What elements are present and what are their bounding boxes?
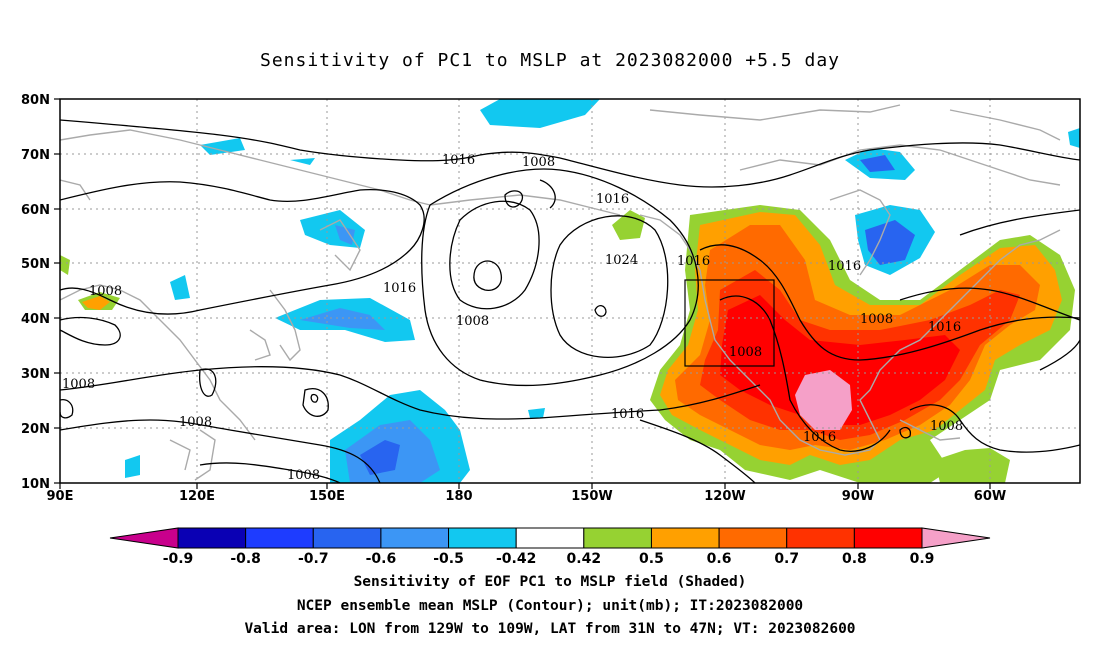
lat-label: 80N [21, 93, 50, 108]
contour-label: 1008 [287, 468, 320, 483]
lon-label: 90E [47, 489, 74, 504]
mslp-contours [60, 119, 1080, 483]
colorbar-box [448, 527, 517, 549]
contour-label: 1008 [522, 155, 555, 170]
lat-label: 60N [21, 203, 50, 218]
contour-label: 1008 [860, 312, 893, 327]
colorbar-label: -0.9 [163, 551, 194, 567]
tick-marks [54, 98, 991, 489]
colorbar-box [515, 527, 585, 549]
colorbar-box [853, 527, 923, 549]
colorbar-label: 0.42 [567, 551, 602, 567]
colorbar-box [718, 527, 788, 549]
lon-label: 150W [571, 489, 612, 504]
coastlines [60, 104, 1061, 481]
longitude-labels: 90E 120E 150E 180 150W 120W 90W 60W [47, 489, 1007, 504]
negative-small-2 [528, 408, 545, 418]
contour-label: 1008 [62, 377, 95, 392]
map-area [60, 99, 1080, 483]
colorbar-label: 0.8 [842, 551, 867, 567]
colorbar-box [583, 527, 652, 549]
contour-label: 1008 [930, 419, 963, 434]
colorbar-box [650, 527, 720, 549]
lat-label: 10N [21, 477, 50, 492]
contour-label: 1024 [605, 253, 638, 268]
colorbar-label: 0.9 [910, 551, 935, 567]
contour-label: 1016 [611, 407, 644, 422]
colorbar-boxes [177, 527, 923, 549]
latitude-labels: 80N 70N 60N 50N 40N 30N 20N 10N [21, 93, 50, 492]
colorbar-box [786, 527, 855, 549]
colorbar-left-arrow [109, 527, 179, 549]
map-frame [59, 98, 1081, 484]
negative-china [170, 275, 190, 300]
colorbar-label: -0.5 [433, 551, 464, 567]
contour-labels: 1016 1008 1016 1024 1016 1016 1008 1016 … [62, 153, 963, 483]
lat-label: 20N [21, 422, 50, 437]
colorbar-box [312, 527, 382, 549]
orange-patch-india [82, 296, 110, 310]
colorbar-label: 0.5 [639, 551, 664, 567]
sensitivity-shading [60, 99, 1080, 483]
colorbar-label: -0.8 [230, 551, 261, 567]
lon-label: 180 [445, 489, 472, 504]
contour-label: 1008 [89, 284, 122, 299]
colorbar-box [245, 527, 314, 549]
green-patch-carib [935, 448, 1010, 483]
contour-label: 1016 [803, 430, 836, 445]
negative-arctic-right [1068, 128, 1080, 148]
plot-title: Sensitivity of PC1 to MSLP at 2023082000… [259, 50, 840, 71]
negative-okhotsk-core [335, 225, 355, 245]
contour-label: 1008 [729, 345, 762, 360]
negative-japan-core [300, 308, 385, 330]
negative-siberia-2 [290, 158, 315, 165]
lat-label: 40N [21, 312, 50, 327]
lat-label: 70N [21, 148, 50, 163]
green-patch-west [60, 255, 70, 275]
colorbar-box [177, 527, 247, 549]
lat-label: 30N [21, 367, 50, 382]
negative-small-1 [125, 455, 140, 478]
contour-label: 1008 [179, 415, 212, 430]
colorbar: -0.9 -0.8 -0.7 -0.6 -0.5 -0.42 0.42 0.5 0.6 0.7 0.… [109, 527, 991, 567]
colorbar-labels: -0.9 -0.8 -0.7 -0.6 -0.5 -0.42 0.42 0.5 0.6 0.7 0.… [163, 551, 935, 567]
footer-line-2: NCEP ensemble mean MSLP (Contour); unit(… [296, 598, 804, 614]
colorbar-right-arrow [921, 527, 991, 549]
contour-label: 1016 [596, 192, 629, 207]
colorbar-box [380, 527, 450, 549]
contour-label: 1016 [442, 153, 475, 168]
negative-wpac-core2 [360, 440, 400, 475]
footer-line-1: Sensitivity of EOF PC1 to MSLP field (Sh… [353, 574, 747, 590]
contour-label: 1016 [383, 281, 416, 296]
colorbar-label: -0.6 [366, 551, 397, 567]
negative-north-pacific [480, 99, 600, 128]
lon-label: 150E [309, 489, 345, 504]
colorbar-label: 0.6 [707, 551, 732, 567]
negative-siberia-1 [200, 138, 245, 155]
positive-pink-region [795, 370, 852, 430]
colorbar-label: -0.7 [298, 551, 329, 567]
lon-label: 60W [974, 489, 1006, 504]
colorbar-label: 0.7 [774, 551, 799, 567]
lon-label: 120W [704, 489, 745, 504]
valid-area-box [684, 279, 775, 367]
contour-label: 1016 [828, 259, 861, 274]
grid-lines [60, 99, 1080, 483]
lon-label: 90W [842, 489, 874, 504]
contour-label: 1008 [456, 314, 489, 329]
contour-label: 1016 [677, 254, 710, 269]
negative-labrador-core [865, 220, 915, 265]
positive-red2-region [720, 295, 960, 425]
lon-label: 120E [179, 489, 215, 504]
lat-label: 50N [21, 257, 50, 272]
contour-label: 1016 [928, 320, 961, 335]
colorbar-label: -0.42 [496, 551, 536, 567]
footer-line-3: Valid area: LON from 129W to 109W, LAT f… [244, 621, 856, 637]
negative-hudson-core [860, 155, 895, 172]
green-patch-alaska [612, 210, 645, 240]
